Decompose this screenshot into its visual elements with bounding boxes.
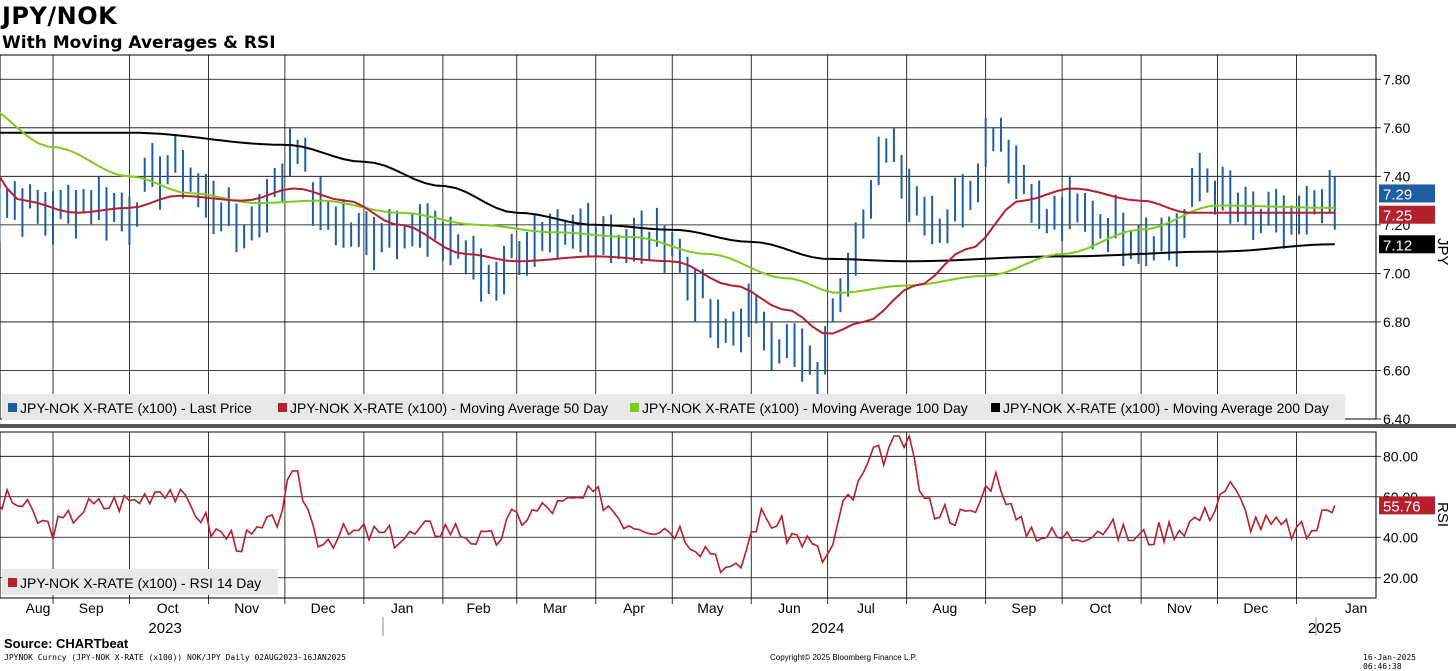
legend-item-label: JPY-NOK X-RATE (x100) - Moving Average 2… (1003, 400, 1329, 416)
x-month-label: Jan (1345, 600, 1368, 616)
last-price-tag-bg (1379, 184, 1435, 203)
legend-item-label: JPY-NOK X-RATE (x100) - RSI 14 Day (20, 575, 261, 591)
x-month-label: Oct (157, 600, 179, 616)
chart-title: JPY/NOK (2, 2, 118, 30)
rsi-tag: 55.76 (1383, 498, 1421, 515)
price-y-tick-label: 6.60 (1383, 362, 1410, 378)
x-month-label: Nov (234, 600, 259, 616)
price-legend-box (2, 394, 1345, 420)
x-month-label: Apr (623, 600, 645, 616)
ma100-line (0, 111, 1335, 294)
ma200-line (0, 131, 1335, 263)
ticker-info: JPYNOK Curncy (JPY-NOK X-RATE (x100)) NO… (4, 653, 346, 662)
legend-swatch (8, 403, 17, 412)
x-month-label: Jun (778, 600, 801, 616)
x-month-label: Jul (857, 600, 875, 616)
legend-swatch (630, 403, 639, 412)
timestamp-text: 16-Jan-2025 06:46:38 (1363, 653, 1416, 671)
x-year-label: 2024 (811, 620, 844, 637)
legend-item-label: JPY-NOK X-RATE (x100) - Moving Average 5… (290, 400, 608, 416)
rsi-panel-frame (0, 431, 1377, 599)
x-month-label: Dec (1243, 600, 1268, 616)
rsi-legend-box (2, 569, 278, 595)
legend-item-label: JPY-NOK X-RATE (x100) - Moving Average 1… (642, 400, 968, 416)
rsi-line (0, 433, 1336, 574)
source-label: Source: CHARTbeat (4, 636, 129, 651)
price-y-tick-label: 7.40 (1383, 168, 1410, 184)
ma50-line (0, 175, 1335, 335)
ma50-tag-bg (1379, 205, 1435, 224)
price-y-tick-label: 6.40 (1383, 411, 1410, 427)
rsi-axis-label: RSI (1434, 502, 1451, 527)
x-month-label: Oct (1089, 600, 1111, 616)
price-y-tick-label: 7.00 (1383, 265, 1410, 281)
ma200-tag: 7.12 (1383, 237, 1412, 254)
rsi-y-tick-label: 40.00 (1383, 529, 1418, 545)
legend-swatch (278, 403, 287, 412)
legend-swatch (8, 578, 17, 587)
ma200-tag-bg (1379, 235, 1435, 254)
legend-swatch (991, 403, 1000, 412)
x-month-label: Sep (1011, 600, 1036, 616)
x-month-label: Jan (391, 600, 414, 616)
x-month-label: Aug (932, 600, 957, 616)
copyright-text: Copyright© 2025 Bloomberg Finance L.P. (770, 653, 918, 662)
x-month-label: May (697, 600, 723, 616)
x-year-label: 2023 (148, 620, 181, 637)
ma50-tag: 7.25 (1383, 208, 1412, 225)
rsi-y-tick-label: 20.00 (1383, 570, 1418, 586)
x-month-label: Sep (79, 600, 104, 616)
chart-subtitle: With Moving Averages & RSI (2, 33, 276, 53)
price-y-tick-label: 7.80 (1383, 71, 1410, 87)
price-axis-label: JPY (1434, 238, 1451, 266)
x-month-label: Dec (311, 600, 336, 616)
price-y-tick-label: 6.80 (1383, 314, 1410, 330)
x-month-label: Mar (543, 600, 567, 616)
x-year-label: 2025 (1308, 620, 1341, 637)
legend-item-label: JPY-NOK X-RATE (x100) - Last Price (20, 400, 252, 416)
x-month-label: Nov (1167, 600, 1192, 616)
price-y-tick-label: 7.60 (1383, 120, 1410, 136)
last-price-tag: 7.29 (1383, 186, 1412, 203)
x-month-label: Feb (466, 600, 490, 616)
x-month-label: Aug (26, 600, 51, 616)
rsi-y-tick-label: 80.00 (1383, 448, 1418, 464)
rsi-tag-bg (1379, 496, 1435, 515)
